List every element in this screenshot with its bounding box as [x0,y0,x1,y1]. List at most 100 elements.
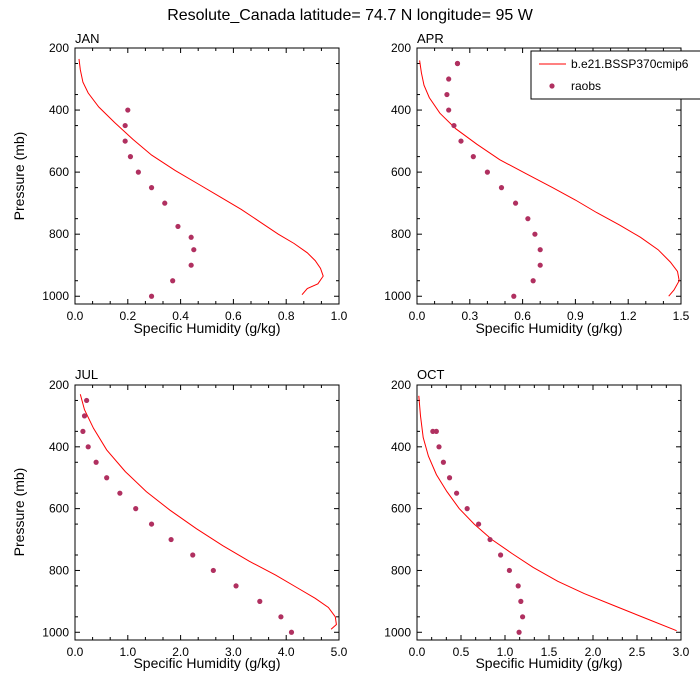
panel-title: JAN [75,31,100,46]
series-point-raobs [127,154,134,160]
series-point-raobs [516,629,522,635]
series-point-raobs [512,200,519,206]
panel-jul: JUL Specific Humidity (g/kg) Pressure (m… [11,367,348,671]
series-point-raobs [257,598,263,604]
panel-title: JUL [75,367,98,382]
x-axis-label: Specific Humidity (g/kg) [133,655,280,671]
series-point-raobs [85,444,91,450]
x-tick-label: 3.0 [225,645,242,659]
y-tick-label: 1000 [42,289,69,303]
x-tick-label: 1.2 [620,309,637,323]
y-tick-label: 800 [49,563,69,577]
x-tick-label: 1.5 [673,309,690,323]
series-point-raobs [148,293,155,299]
x-tick-label: 1.0 [119,645,136,659]
series-point-raobs [537,262,543,268]
y-axis-label: Pressure (mb) [11,468,27,557]
y-axis-label: Pressure (mb) [11,132,27,221]
series-point-raobs [506,567,512,574]
series-point-raobs [444,91,450,98]
series-point-raobs [135,169,141,175]
series-point-raobs [162,200,168,206]
figure-title: Resolute_Canada latitude= 74.7 N longitu… [167,7,533,24]
y-tick-label: 600 [49,502,69,516]
series-point-raobs [133,506,139,512]
series-point-raobs [170,278,176,284]
x-tick-label: 0.4 [172,309,189,323]
series-point-raobs [436,444,442,450]
x-tick-label: 5.0 [331,645,348,659]
legend-marker-swatch [549,83,555,89]
series-point-raobs [148,185,155,191]
y-tick-label: 800 [391,227,411,241]
series-point-raobs [84,397,90,404]
x-tick-label: 1.0 [497,645,514,659]
x-tick-label: 2.5 [629,645,646,659]
y-tick-label: 200 [391,378,411,392]
y-tick-label: 200 [49,41,69,55]
y-tick-label: 1000 [384,625,411,639]
y-tick-label: 600 [391,165,411,179]
series-point-raobs [104,475,110,481]
series-point-raobs [498,185,505,191]
x-tick-label: 0.2 [119,309,136,323]
series-point-raobs [511,293,517,299]
y-tick-label: 1000 [384,289,411,303]
panel-title: APR [417,31,444,46]
series-point-raobs [470,154,476,160]
panel-apr: APR Specific Humidity (g/kg) 0.0 0.3 0.6 0.… [384,31,700,336]
y-tick-label: 400 [391,103,411,117]
series-point-raobs [80,428,86,434]
series-point-raobs [125,107,131,113]
y-tick-label: 600 [391,502,411,516]
x-tick-label: 1.0 [331,309,348,323]
series-point-raobs [446,107,452,113]
series-point-raobs [188,262,194,268]
series-point-raobs [168,536,174,543]
plot-frame [74,47,340,305]
series-point-raobs [278,614,284,620]
y-tick-label: 800 [391,563,411,577]
x-tick-label: 0.9 [567,309,584,323]
series-point-raobs [191,247,197,253]
series-point-raobs [188,234,194,240]
series-point-raobs [476,521,482,527]
x-tick-label: 1.5 [541,645,558,659]
y-tick-label: 200 [49,378,69,392]
series-point-raobs [122,122,128,129]
series-point-raobs [525,216,531,222]
series-point-raobs [288,629,295,635]
legend-label-model: b.e21.BSSP370cmip6 [571,57,689,71]
x-tick-label: 0.0 [67,309,84,323]
series-point-raobs [440,459,446,465]
x-tick-label: 0.6 [514,309,531,323]
y-tick-label: 400 [391,440,411,454]
series-point-raobs [117,490,123,496]
series-point-raobs [122,138,128,144]
series-point-raobs [175,223,181,230]
panel-title: OCT [417,367,445,382]
series-point-raobs [454,60,461,67]
series-line-model [418,395,677,632]
x-tick-label: 0.8 [278,309,295,323]
x-tick-label: 3.0 [673,645,690,659]
panel-jan: JAN Specific Humidity (g/kg) Pressure (m… [11,31,348,336]
x-tick-label: 4.0 [278,645,295,659]
series-point-raobs [487,536,493,543]
x-tick-label: 0.0 [67,645,84,659]
legend-label-raobs: raobs [571,79,601,93]
series-point-raobs [210,567,216,574]
series-point-raobs [484,169,490,175]
series-line-model [78,58,324,296]
x-tick-label: 0.6 [225,309,242,323]
x-tick-label: 0.0 [409,645,426,659]
panel-oct: OCT Specific Humidity (g/kg) 0.0 0.5 1.0 1.… [384,367,689,671]
legend: b.e21.BSSP370cmip6 raobs [530,50,700,100]
x-tick-label: 2.0 [172,645,189,659]
plot-frame [74,384,340,641]
x-tick-label: 0.5 [453,645,470,659]
series-point-raobs [537,247,543,253]
series-point-raobs [81,413,88,419]
series-line-model [79,394,337,630]
series-point-raobs [93,459,99,465]
